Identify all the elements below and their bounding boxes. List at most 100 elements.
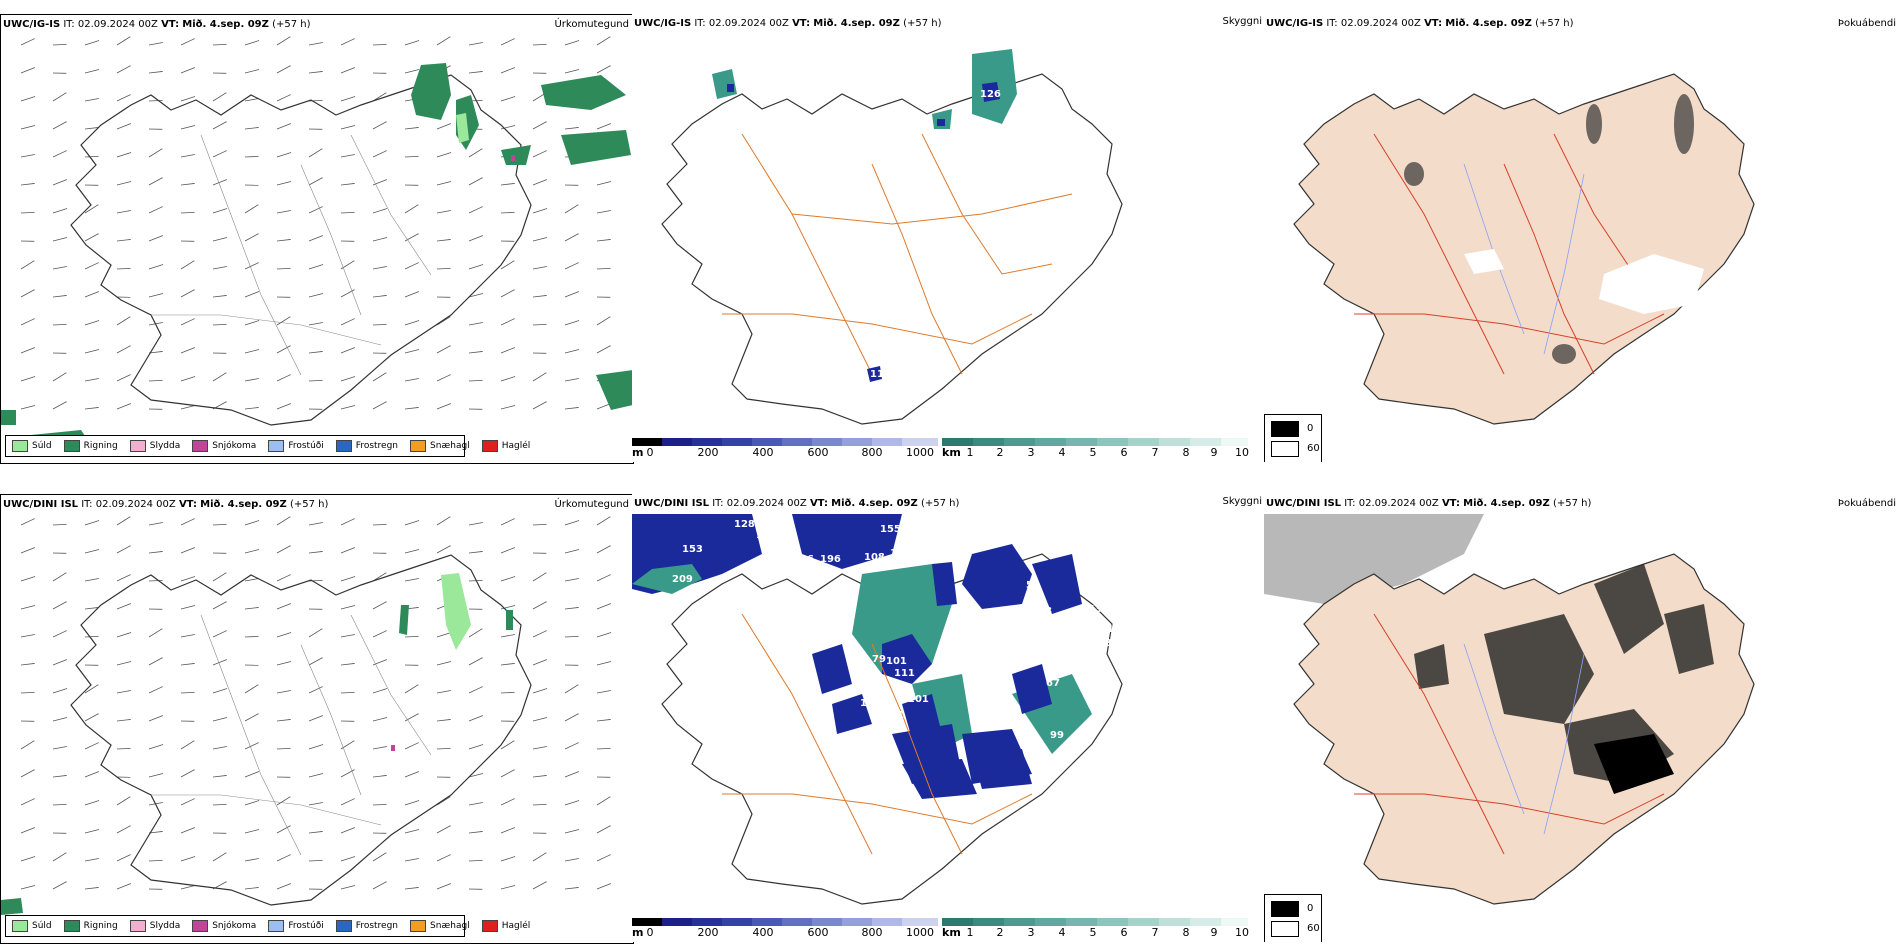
- wind-barb: [276, 267, 291, 270]
- wind-barb: [20, 769, 35, 778]
- wind-barb: [116, 719, 131, 722]
- wind-barb: [308, 859, 323, 862]
- wind-barb: [532, 523, 547, 526]
- wind-barb: [148, 148, 163, 158]
- legend-item: Slydda: [129, 920, 180, 932]
- wind-barb: [500, 405, 516, 410]
- wind-barb: [52, 121, 67, 130]
- wind-barb: [468, 551, 483, 554]
- wind-barb: [116, 854, 131, 862]
- wind-barb: [308, 379, 323, 382]
- wind-barb: [340, 663, 355, 666]
- wind-barb: [84, 635, 99, 638]
- iceland-map: [1264, 514, 1755, 905]
- wind-barb: [116, 181, 132, 186]
- wind-barb: [340, 96, 356, 102]
- wind-barb: [52, 688, 68, 694]
- colorbar-tick: 400: [752, 926, 774, 939]
- wind-barb: [212, 92, 227, 102]
- wind-barb: [372, 572, 387, 582]
- wind-barb: [340, 827, 356, 834]
- wind-barb: [372, 688, 388, 694]
- wind-barb: [212, 659, 228, 666]
- wind-barb: [84, 742, 99, 750]
- wind-barb: [404, 520, 420, 526]
- wind-barb: [148, 744, 164, 750]
- wind-barb: [340, 885, 356, 890]
- wind-barb: [116, 36, 131, 46]
- legend-item: Snæhagl: [410, 920, 470, 932]
- wind-barb: [564, 684, 579, 694]
- wind-barb: [532, 601, 547, 610]
- wind-barb: [148, 264, 164, 270]
- wind-barb: [308, 579, 323, 582]
- wind-barb: [596, 65, 611, 74]
- colorbar-tick: 1000: [906, 926, 934, 939]
- wind-barb: [596, 239, 611, 242]
- wind-barb: [596, 603, 612, 610]
- wind-barb: [20, 318, 35, 326]
- wind-barb: [276, 345, 291, 354]
- wind-barb: [404, 69, 420, 74]
- visibility-label: 201: [908, 694, 929, 705]
- wind-barb: [404, 262, 419, 270]
- visibility-label: 60: [1020, 732, 1034, 743]
- wind-barb: [180, 798, 195, 806]
- wind-barb: [308, 206, 323, 214]
- fog-key-black-label: 0: [1307, 903, 1314, 914]
- wind-barb: [180, 211, 195, 214]
- wind-barb: [372, 372, 387, 382]
- wind-barb: [52, 401, 67, 410]
- wind-barb: [596, 719, 611, 722]
- wind-barb: [244, 858, 259, 862]
- wind-barb: [532, 852, 547, 862]
- visibility-label: 63: [1098, 638, 1112, 649]
- wind-barb: [564, 800, 580, 806]
- wind-barb: [436, 854, 451, 862]
- wind-barb: [564, 349, 580, 354]
- legend-item: Snjókoma: [192, 440, 256, 452]
- visibility-label: 69: [1116, 730, 1130, 741]
- wind-barb: [564, 204, 579, 214]
- visibility-label: 76: [1094, 742, 1108, 753]
- iceland-map: [1, 36, 633, 450]
- colorbar-unit: km: [942, 446, 961, 459]
- wind-barb: [180, 96, 196, 102]
- legend-item: Rigning: [63, 920, 118, 932]
- wind-barb: [212, 775, 227, 778]
- wind-barb: [308, 235, 324, 242]
- wind-barb: [532, 179, 548, 186]
- visibility-label: 91: [890, 710, 904, 721]
- wind-barb: [500, 691, 515, 694]
- colorbar-tick: 9: [1210, 446, 1218, 459]
- wind-barb: [596, 661, 612, 666]
- wind-barb: [532, 572, 547, 582]
- wind-barb: [596, 210, 611, 214]
- wind-barb: [308, 42, 323, 46]
- wind-barb: [564, 320, 580, 326]
- wind-barb: [244, 98, 259, 102]
- wind-barb: [500, 125, 516, 130]
- wind-barb: [532, 803, 547, 806]
- wind-barb: [212, 630, 227, 638]
- wind-barb: [404, 742, 419, 750]
- wind-barb: [84, 829, 100, 834]
- wind-barb: [276, 545, 291, 554]
- wind-barb: [84, 684, 99, 694]
- wind-barb: [148, 686, 163, 694]
- wind-barb: [20, 260, 35, 270]
- colorbar-tick: 600: [807, 446, 829, 459]
- wind-barb: [148, 177, 163, 186]
- wind-barb: [500, 547, 516, 554]
- wind-barb: [84, 549, 100, 554]
- wind-barb: [20, 827, 36, 834]
- wind-barb: [212, 601, 227, 610]
- wind-barb: [52, 881, 67, 890]
- wind-barb: [500, 827, 516, 834]
- wind-barb: [180, 518, 195, 526]
- wind-barb: [116, 603, 132, 610]
- fog-key: 0 60: [1264, 894, 1322, 942]
- wind-barb: [84, 291, 100, 298]
- wind-barb: [276, 36, 291, 46]
- wind-barb: [532, 372, 547, 382]
